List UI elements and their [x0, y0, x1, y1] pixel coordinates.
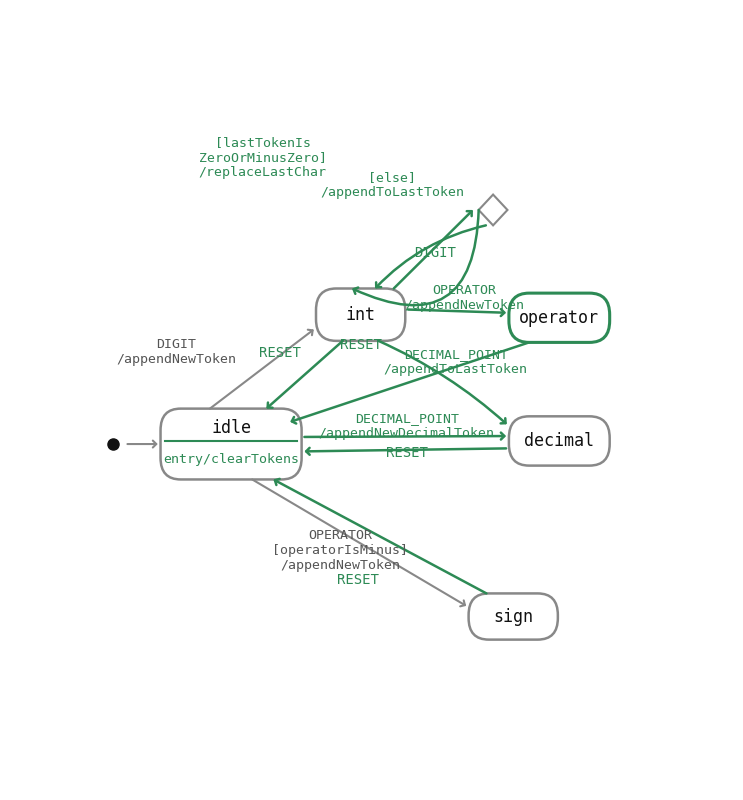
- FancyBboxPatch shape: [509, 416, 610, 466]
- Text: OPERATOR
/appendNewToken: OPERATOR /appendNewToken: [404, 284, 525, 312]
- Text: int: int: [345, 306, 376, 324]
- Text: [else]
/appendToLastToken: [else] /appendToLastToken: [320, 171, 464, 199]
- Text: entry/clearTokens: entry/clearTokens: [163, 453, 299, 466]
- Text: DECIMAL_POINT
/appendToLastToken: DECIMAL_POINT /appendToLastToken: [383, 348, 528, 376]
- Text: RESET: RESET: [386, 446, 428, 460]
- Text: DIGIT
/appendNewToken: DIGIT /appendNewToken: [117, 338, 236, 366]
- Text: sign: sign: [493, 607, 533, 626]
- Text: RESET: RESET: [259, 346, 301, 361]
- Text: RESET: RESET: [337, 573, 379, 586]
- Text: RESET: RESET: [340, 338, 382, 352]
- Text: idle: idle: [211, 419, 251, 438]
- FancyBboxPatch shape: [316, 289, 405, 341]
- Text: decimal: decimal: [525, 432, 594, 450]
- FancyBboxPatch shape: [160, 409, 302, 479]
- FancyBboxPatch shape: [469, 594, 558, 640]
- Polygon shape: [478, 194, 507, 226]
- Text: [lastTokenIs
ZeroOrMinusZero]
/replaceLastChar: [lastTokenIs ZeroOrMinusZero] /replaceLa…: [198, 136, 327, 179]
- FancyBboxPatch shape: [509, 293, 610, 342]
- Text: DIGIT: DIGIT: [415, 246, 456, 260]
- Text: OPERATOR
[operatorIsMinus]
/appendNewToken: OPERATOR [operatorIsMinus] /appendNewTok…: [273, 529, 409, 572]
- Text: DECIMAL_POINT
/appendNewDecimalToken: DECIMAL_POINT /appendNewDecimalToken: [319, 411, 495, 439]
- Text: operator: operator: [519, 309, 600, 326]
